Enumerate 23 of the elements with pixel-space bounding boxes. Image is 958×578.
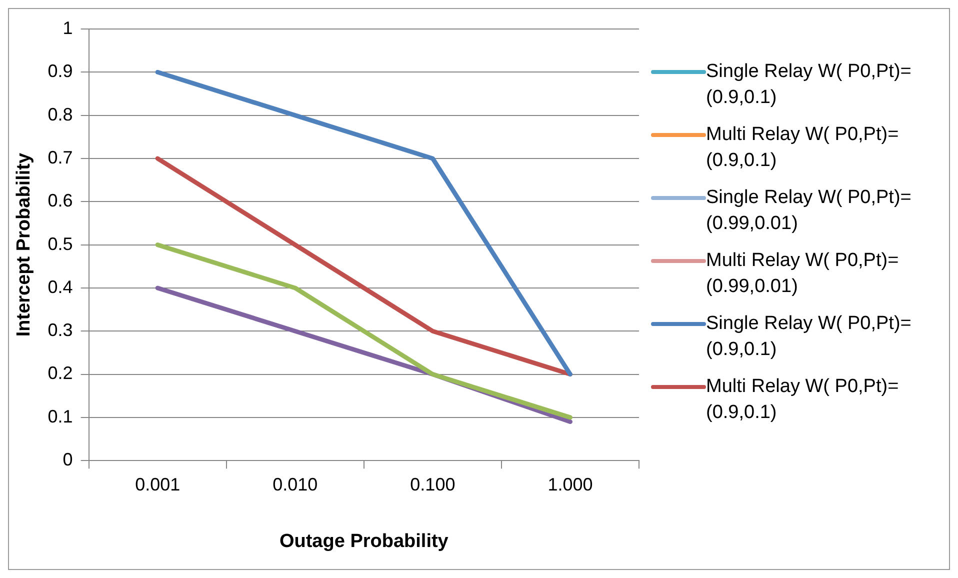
legend-label: Single Relay W( P0,Pt)=(0.9,0.1) (706, 312, 912, 362)
y-tick-label: 0.9 (48, 61, 73, 82)
legend-label: Single Relay W( P0,Pt)=(0.9,0.1) (706, 60, 912, 110)
legend-label: Multi Relay W( P0,Pt)=(0.9,0.1) (706, 123, 900, 173)
y-tick-label: 0.1 (48, 406, 73, 426)
y-axis-title: Intercept Probability (14, 152, 35, 337)
x-tick-label: 0.010 (272, 474, 318, 494)
y-tick-label: 0.8 (48, 104, 73, 124)
x-tick-label: 0.001 (135, 474, 180, 494)
legend-label: Multi Relay W( P0,Pt)=(0.9,0.1) (706, 375, 900, 425)
x-tick-label: 1.000 (548, 474, 593, 494)
y-tick-label: 0.3 (48, 320, 73, 340)
y-tick-label: 0.7 (48, 147, 73, 168)
legend-label: Multi Relay W( P0,Pt)=(0.99,0.01) (706, 249, 900, 299)
y-tick-label: 1 (62, 18, 73, 38)
y-tick-label: 0 (62, 450, 73, 470)
y-tick-label: 0.6 (48, 190, 73, 211)
y-tick-label: 0.4 (48, 276, 73, 297)
legend-label: Single Relay W( P0,Pt)=(0.99,0.01) (706, 186, 912, 236)
x-axis-title: Outage Probability (279, 530, 449, 552)
y-tick-label: 0.5 (48, 234, 73, 254)
y-tick-label: 0.2 (48, 363, 73, 384)
x-tick-label: 0.100 (410, 474, 456, 494)
